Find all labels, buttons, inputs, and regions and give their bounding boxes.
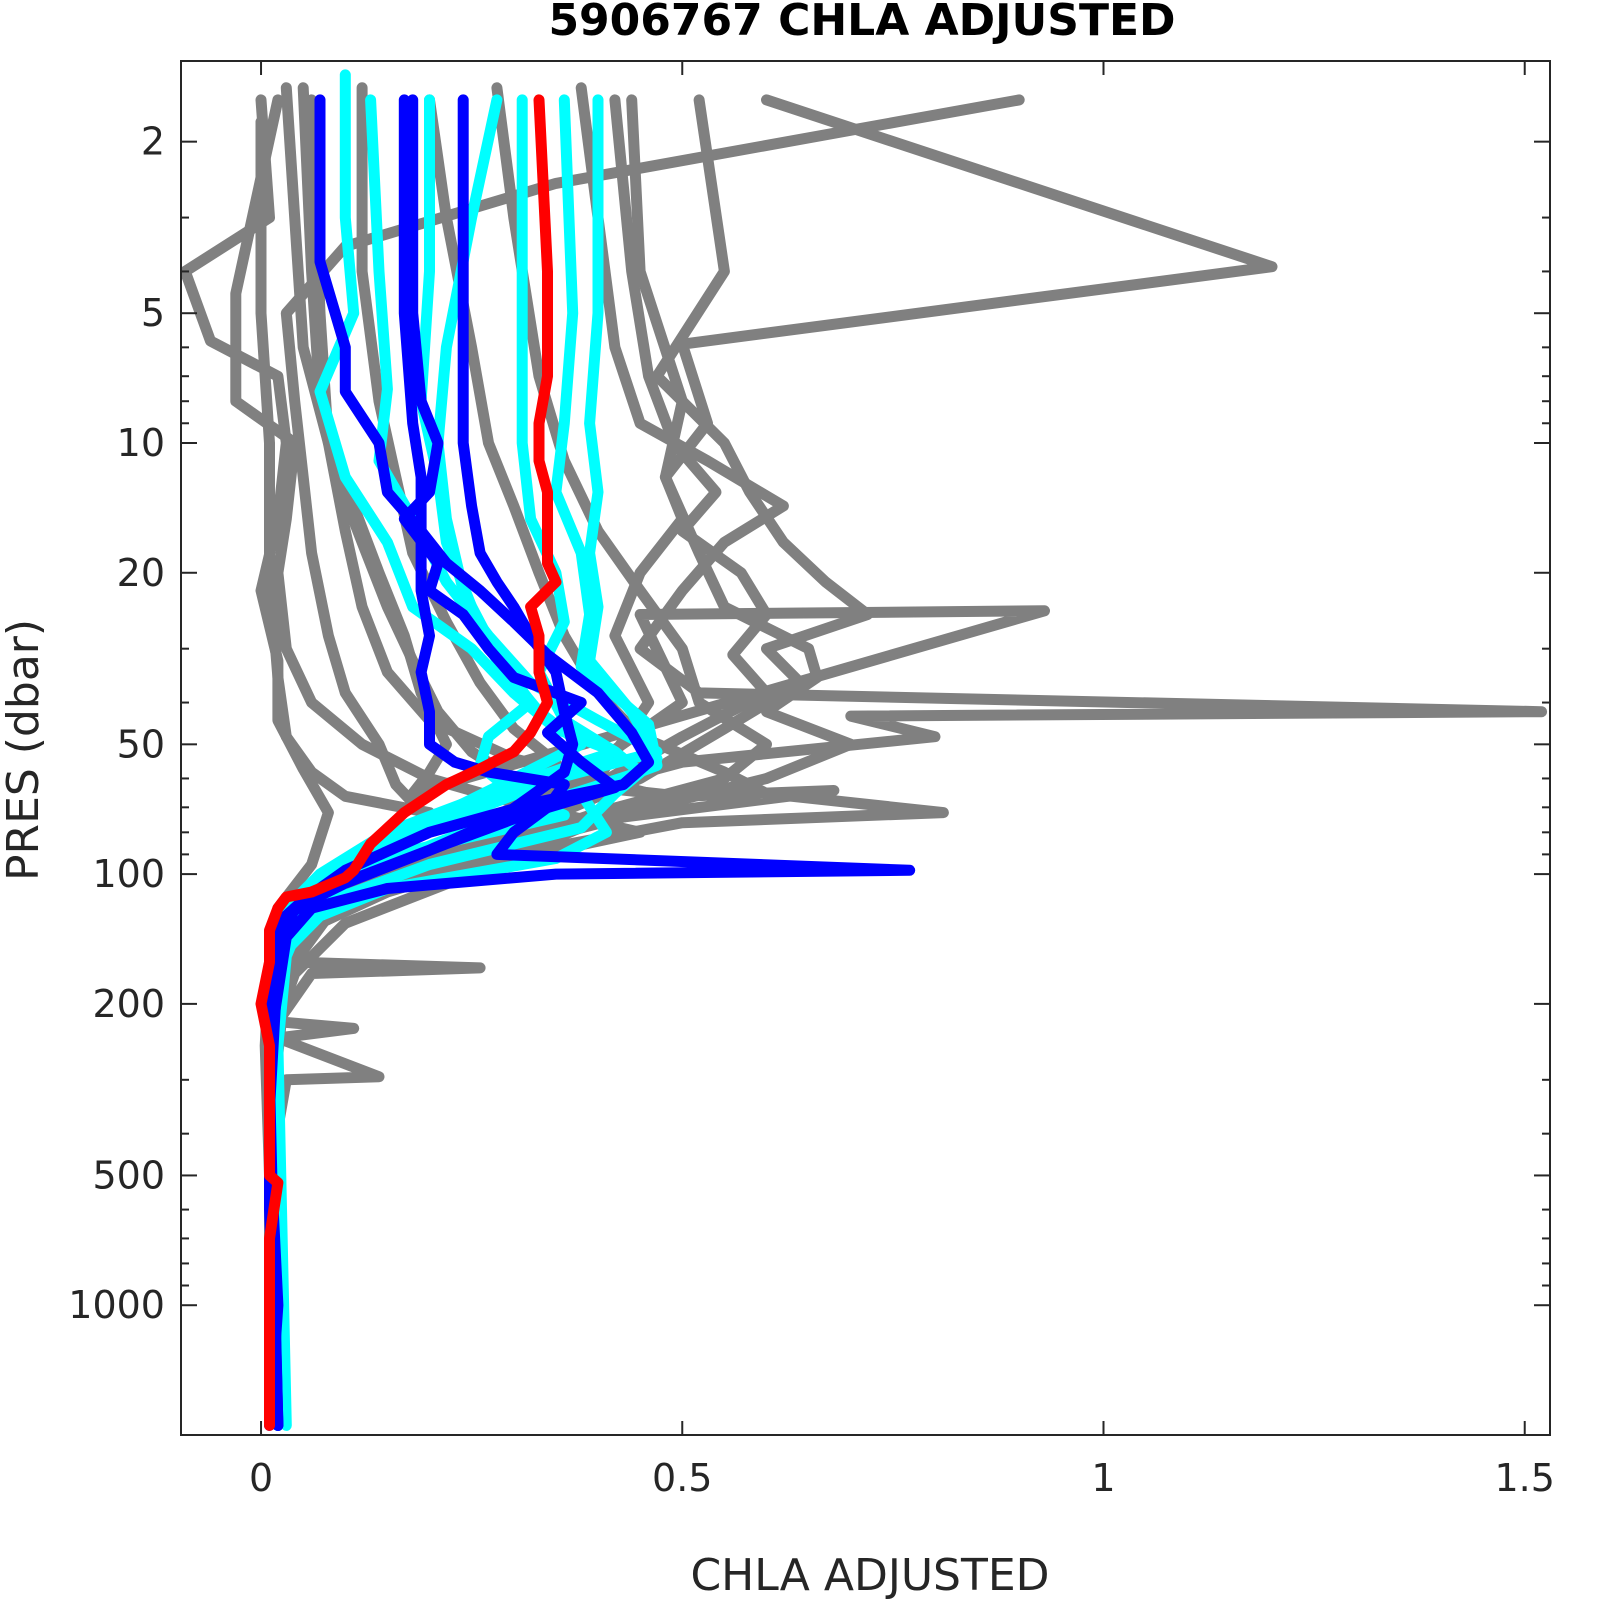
x-tick-label: 1.5 <box>1495 1456 1555 1500</box>
chart-title: 5906767 CHLA ADJUSTED <box>548 0 1175 46</box>
x-tick-label: 0.5 <box>652 1456 712 1500</box>
y-tick-label: 100 <box>92 852 165 896</box>
y-tick-label: 500 <box>92 1153 165 1197</box>
profile-line-latest_few-22 <box>264 94 655 1431</box>
x-ticks: 0 0.5 1 1.5 <box>249 61 1555 1500</box>
profile-line-current-26 <box>255 94 562 1431</box>
profile-line-historical-2 <box>264 94 1278 1431</box>
plot-frame <box>180 60 1551 1436</box>
x-tick-label: 1 <box>1091 1456 1115 1500</box>
y-tick-label: 10 <box>117 421 165 465</box>
y-tick-label: 20 <box>117 551 165 595</box>
y-ticks: 2 5 10 20 50 100 200 500 1000 <box>68 120 1550 1327</box>
y-tick-label: 5 <box>141 291 165 335</box>
profile-line-historical-5 <box>264 94 857 1431</box>
y-tick-label: 200 <box>92 982 165 1026</box>
y-tick-label: 1000 <box>68 1283 165 1327</box>
x-tick-label: 0 <box>249 1456 273 1500</box>
profiles-layer <box>181 69 1548 1431</box>
y-tick-label: 2 <box>141 120 165 164</box>
y-axis-label: PRES (dbar) <box>0 619 49 881</box>
profile-line-latest_few-25 <box>264 94 579 1431</box>
y-tick-label: 50 <box>117 722 165 766</box>
profile-line-latest_few-24 <box>264 94 916 1431</box>
x-axis-label: CHLA ADJUSTED <box>690 1550 1049 1601</box>
